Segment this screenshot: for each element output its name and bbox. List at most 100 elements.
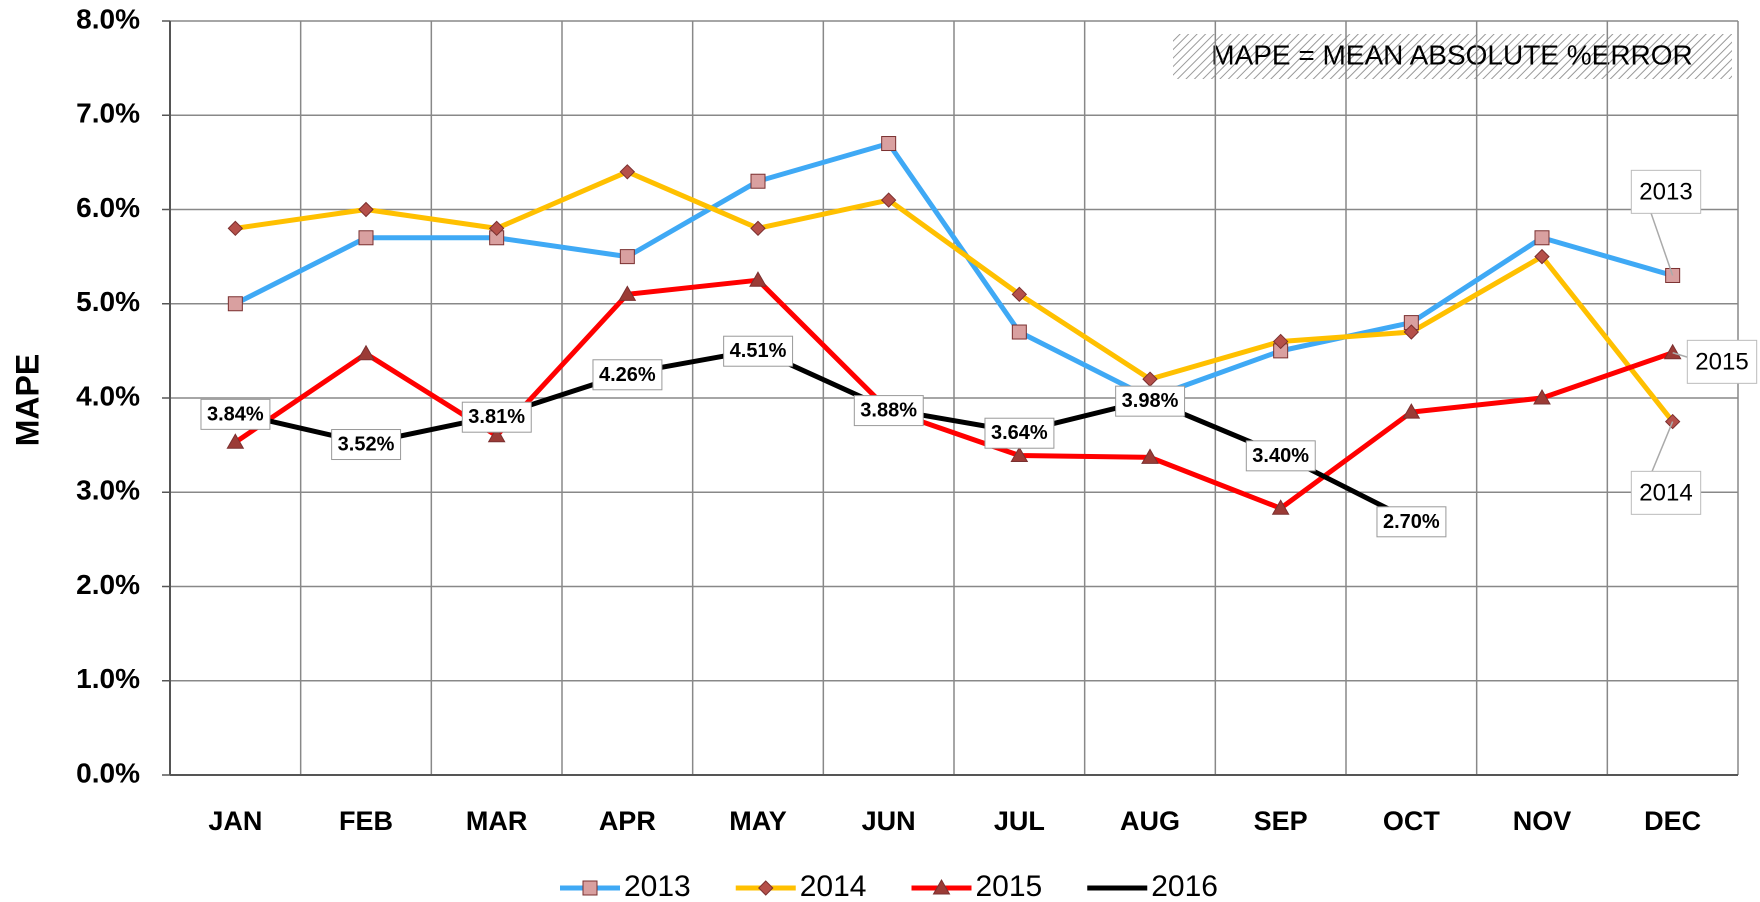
callout-box	[1630, 470, 1702, 515]
data-label: 3.88%	[860, 400, 917, 422]
data-label: 3.52%	[338, 434, 395, 456]
data-label: 3.40%	[1252, 445, 1309, 467]
marker	[750, 173, 766, 189]
marker	[1271, 499, 1290, 515]
x-tick-label: JUL	[994, 806, 1045, 836]
legend-label: 2015	[976, 870, 1043, 902]
marker	[1403, 324, 1420, 340]
data-label-group: 3.98%	[1115, 385, 1186, 417]
data-label: 3.81%	[468, 406, 525, 428]
marker	[1533, 388, 1551, 405]
y-axis-title: MAPE	[9, 354, 45, 446]
x-tick-label: OCT	[1383, 806, 1441, 836]
data-label-group: 3.64%	[984, 417, 1055, 449]
marker	[1534, 248, 1550, 265]
annotation: MAPE = MEAN ABSOLUTE %ERROR	[1211, 39, 1693, 70]
series-callout: 2013	[1639, 178, 1692, 205]
marker	[932, 878, 951, 895]
series-line	[234, 169, 1675, 424]
data-label-group: 3.52%	[331, 429, 402, 461]
marker	[1011, 324, 1027, 340]
marker	[1141, 448, 1159, 464]
marker	[582, 880, 598, 896]
data-label: 3.98%	[1122, 390, 1179, 412]
legend-label: 2014	[800, 870, 867, 902]
data-label: 4.51%	[730, 340, 787, 362]
data-label-box	[1115, 385, 1186, 417]
marker	[358, 230, 374, 246]
data-label-box	[592, 359, 663, 391]
y-tick-label: 4.0%	[76, 380, 140, 411]
marker	[227, 296, 243, 312]
data-label-box	[200, 398, 271, 430]
x-tick-label: APR	[599, 806, 656, 836]
legend-label: 2013	[624, 870, 691, 902]
data-label-box	[461, 401, 532, 433]
marker	[1011, 286, 1028, 303]
marker	[226, 433, 245, 449]
data-label-box	[984, 417, 1055, 449]
x-tick-label: MAY	[729, 806, 787, 836]
data-label-box	[853, 395, 924, 427]
marker	[880, 192, 897, 208]
data-label-box	[1245, 440, 1316, 472]
legend-label: 2016	[1151, 870, 1218, 902]
y-tick-label: 6.0%	[76, 192, 140, 223]
marker	[749, 271, 767, 287]
x-tick-label: MAR	[466, 806, 528, 836]
marker	[1534, 230, 1550, 246]
marker	[758, 880, 774, 896]
marker	[881, 136, 897, 152]
series-line	[234, 141, 1674, 401]
y-tick-label: 1.0%	[76, 663, 140, 694]
callout-leader	[1650, 212, 1674, 276]
data-label: 3.84%	[207, 403, 264, 425]
marker	[618, 285, 637, 301]
data-label-group: 3.40%	[1245, 440, 1316, 472]
x-tick-label: NOV	[1513, 806, 1572, 836]
series-callout: 2015	[1695, 348, 1748, 375]
data-label: 4.26%	[599, 364, 656, 386]
y-tick-label: 8.0%	[76, 3, 140, 34]
annotation-box	[1173, 34, 1732, 79]
x-tick-label: AUG	[1120, 806, 1180, 836]
marker	[1010, 446, 1029, 462]
series-callout: 2014	[1639, 479, 1692, 506]
data-label-box	[331, 429, 402, 461]
data-label: 3.64%	[991, 422, 1048, 444]
marker	[1272, 333, 1289, 350]
y-tick-label: 0.0%	[76, 757, 140, 788]
x-tick-label: FEB	[339, 806, 393, 836]
marker	[1664, 413, 1681, 430]
marker	[487, 426, 506, 443]
x-tick-label: DEC	[1644, 806, 1701, 836]
y-tick-label: 3.0%	[76, 475, 140, 506]
marker	[750, 220, 766, 237]
data-label: 2.70%	[1383, 511, 1440, 533]
marker	[619, 164, 636, 180]
x-tick-label: SEP	[1254, 806, 1308, 836]
data-label-group: 4.51%	[723, 335, 794, 367]
data-label-group: 2.70%	[1376, 506, 1447, 538]
data-label-group: 3.84%	[200, 398, 271, 430]
y-tick-label: 7.0%	[76, 98, 140, 129]
marker	[488, 220, 505, 237]
marker	[619, 249, 635, 265]
y-tick-label: 5.0%	[76, 286, 140, 317]
data-label-group: 3.88%	[853, 395, 924, 427]
marker	[1663, 343, 1682, 360]
x-tick-label: JAN	[208, 806, 262, 836]
data-label-box	[1376, 506, 1447, 538]
series-line	[234, 347, 1413, 523]
marker	[358, 201, 374, 218]
data-label-group: 4.26%	[592, 359, 663, 391]
y-tick-label: 2.0%	[76, 569, 140, 600]
marker	[357, 344, 375, 361]
callout-box	[1686, 339, 1758, 384]
x-tick-label: JUN	[862, 806, 916, 836]
marker	[227, 220, 244, 237]
data-label-box	[723, 335, 794, 367]
callout-leader	[1650, 421, 1674, 475]
data-label-group: 3.81%	[461, 401, 532, 433]
